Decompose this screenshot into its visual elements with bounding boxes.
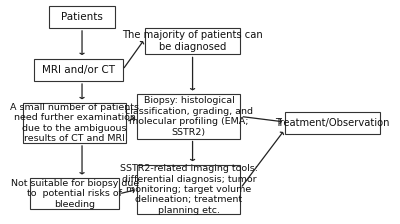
FancyBboxPatch shape [285,112,380,134]
Text: The majority of patients can
be diagnosed: The majority of patients can be diagnose… [122,30,263,52]
FancyBboxPatch shape [49,6,115,28]
FancyBboxPatch shape [30,178,119,209]
Text: Patients: Patients [61,12,103,22]
Text: A small number of patients
need further examination
due to the ambiguous
results: A small number of patients need further … [10,103,139,143]
FancyBboxPatch shape [137,94,240,139]
FancyBboxPatch shape [34,59,122,81]
Text: Biopsy: histological
classification, grading, and
molecular profiling (EMA;
SSTR: Biopsy: histological classification, gra… [125,96,253,136]
FancyBboxPatch shape [23,103,126,143]
FancyBboxPatch shape [137,165,240,214]
Text: MRI and/or CT: MRI and/or CT [42,65,115,75]
Text: SSTR2-related imaging tools:
differential diagnosis; tumor
monitoring; target vo: SSTR2-related imaging tools: differentia… [120,164,258,215]
Text: Not suitable for biopsy due
to  potential risks of
bleeding: Not suitable for biopsy due to potential… [10,179,139,209]
Text: Treatment/Observation: Treatment/Observation [275,118,390,128]
FancyBboxPatch shape [145,28,240,54]
